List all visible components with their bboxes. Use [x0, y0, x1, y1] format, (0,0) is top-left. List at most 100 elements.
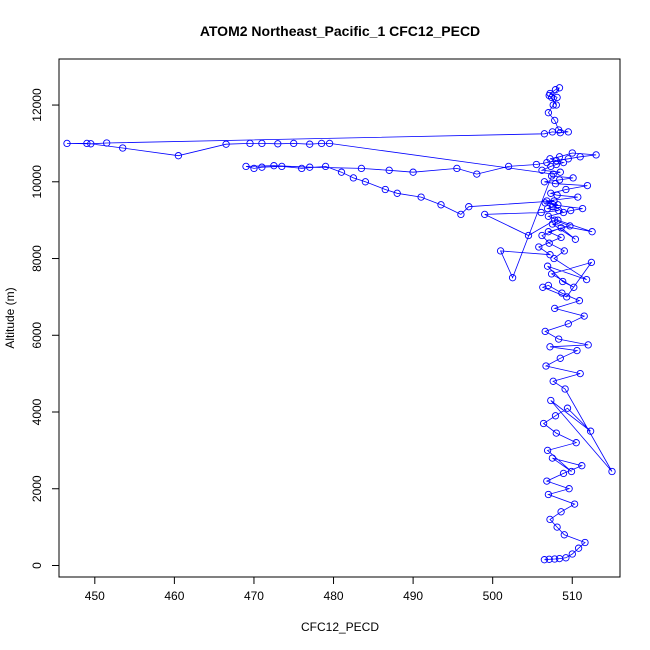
data-point [538, 166, 546, 174]
data-point [552, 101, 560, 109]
data-point [381, 185, 389, 194]
data-point [393, 189, 401, 197]
data-point [548, 220, 557, 228]
data-point [222, 140, 230, 148]
data-point [586, 427, 595, 435]
data-point [576, 369, 584, 378]
data-point [551, 86, 560, 94]
data-point [542, 362, 550, 370]
x-tick-label: 510 [562, 589, 582, 603]
data-point [504, 162, 513, 171]
data-point [538, 231, 546, 240]
data-point [560, 247, 568, 255]
data-point [551, 216, 559, 224]
data-point [555, 84, 564, 92]
data-point [473, 170, 481, 178]
data-point [572, 439, 580, 447]
data-point [553, 523, 561, 531]
data-point [563, 293, 571, 301]
data-point [457, 210, 465, 219]
data-point [550, 197, 558, 205]
x-tick-label: 480 [324, 589, 344, 603]
data-point [580, 312, 588, 320]
data-point [357, 164, 366, 173]
data-point [551, 304, 559, 313]
data-point [325, 139, 334, 148]
data-point [571, 235, 580, 243]
data-point [540, 178, 549, 186]
data-point [555, 126, 563, 134]
data-point [559, 208, 568, 217]
data-point [573, 346, 581, 355]
data-point [578, 462, 586, 470]
data-point [547, 189, 555, 197]
data-point [246, 139, 254, 148]
data-point [553, 93, 561, 102]
data-point [592, 151, 600, 159]
data-point [242, 162, 250, 171]
data-point [551, 412, 560, 420]
data-point [584, 341, 592, 349]
data-point [545, 239, 553, 247]
data-point [306, 140, 314, 148]
y-axis-label: Altitude (m) [3, 287, 17, 348]
data-point [556, 168, 564, 176]
x-tick-label: 450 [85, 589, 105, 603]
data-point [437, 201, 445, 209]
data-point [559, 158, 568, 167]
data-point [298, 164, 306, 173]
data-point [561, 385, 569, 393]
data-point [552, 429, 560, 437]
data-point [63, 139, 71, 148]
data-point [547, 162, 555, 171]
data-point [554, 216, 562, 224]
data-point [465, 203, 473, 211]
data-point [543, 477, 551, 485]
data-point [274, 140, 282, 148]
data-point [549, 170, 557, 178]
data-point [569, 174, 577, 182]
data-point [568, 550, 576, 558]
data-point [453, 164, 461, 173]
data-point [508, 274, 517, 282]
data-point [546, 515, 554, 524]
data-point [290, 139, 298, 148]
data-point [270, 162, 278, 170]
data-point [563, 404, 572, 412]
data-point [578, 204, 587, 213]
data-point [545, 91, 553, 100]
data-point [87, 140, 95, 148]
y-tick-label: 10000 [30, 165, 44, 199]
data-point [556, 354, 564, 362]
data-point [83, 139, 91, 148]
data-point [546, 155, 554, 163]
data-point [575, 297, 584, 305]
data-point [409, 168, 417, 176]
data-point [564, 128, 572, 136]
y-tick-label: 4000 [30, 398, 44, 425]
y-tick-label: 2000 [30, 475, 44, 502]
y-tick-label: 6000 [30, 322, 44, 349]
data-point [544, 212, 553, 220]
data-point [562, 554, 570, 562]
data-point [562, 185, 570, 194]
data-point [564, 320, 572, 328]
chart-title: ATOM2 Northeast_Pacific_1 CFC12_PECD [200, 23, 480, 39]
data-point [544, 490, 553, 499]
data-point [581, 538, 589, 547]
data-point [543, 262, 552, 270]
data-point [576, 153, 584, 161]
data-point [544, 109, 553, 117]
data-point [250, 164, 258, 173]
data-point [547, 270, 556, 278]
data-point [557, 233, 565, 242]
data-point [321, 162, 330, 171]
data-point [496, 247, 505, 255]
x-tick-label: 460 [164, 589, 184, 603]
data-point [278, 162, 286, 171]
data-point [549, 101, 557, 109]
data-point [570, 500, 579, 508]
data-point [574, 544, 583, 552]
data-point [417, 193, 425, 201]
data-point [544, 228, 553, 236]
